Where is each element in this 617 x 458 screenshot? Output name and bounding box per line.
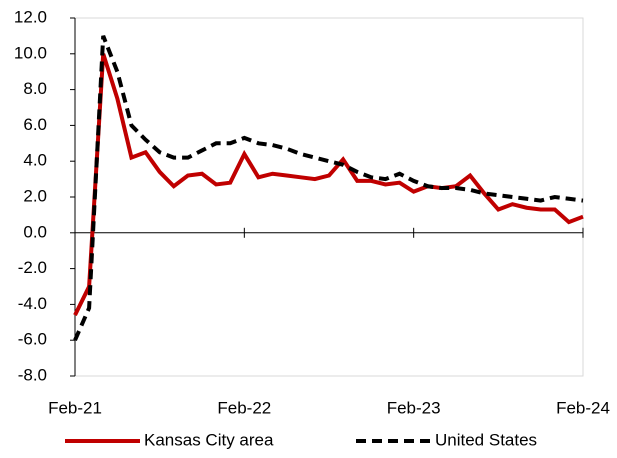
y-tick-label: -2.0 xyxy=(18,258,47,277)
x-tick-label: Feb-24 xyxy=(556,398,610,417)
x-tick-label: Feb-23 xyxy=(387,398,441,417)
series-line xyxy=(73,53,584,317)
y-tick-label: 2.0 xyxy=(23,186,47,205)
series-line xyxy=(73,35,584,342)
x-tick-label: Feb-21 xyxy=(48,398,102,417)
y-tick-label: 8.0 xyxy=(23,79,47,98)
x-tick-label: Feb-22 xyxy=(217,398,271,417)
y-tick-label: -8.0 xyxy=(18,365,47,384)
y-tick-label: 0.0 xyxy=(23,222,47,241)
legend-label: Kansas City area xyxy=(144,430,274,449)
y-tick-label: -6.0 xyxy=(18,330,47,349)
y-tick-label: 6.0 xyxy=(23,115,47,134)
y-tick-label: 12.0 xyxy=(14,7,47,26)
y-tick-label: 4.0 xyxy=(23,151,47,170)
y-tick-label: 10.0 xyxy=(14,43,47,62)
y-tick-label: -4.0 xyxy=(18,294,47,313)
legend-label: United States xyxy=(435,430,537,449)
